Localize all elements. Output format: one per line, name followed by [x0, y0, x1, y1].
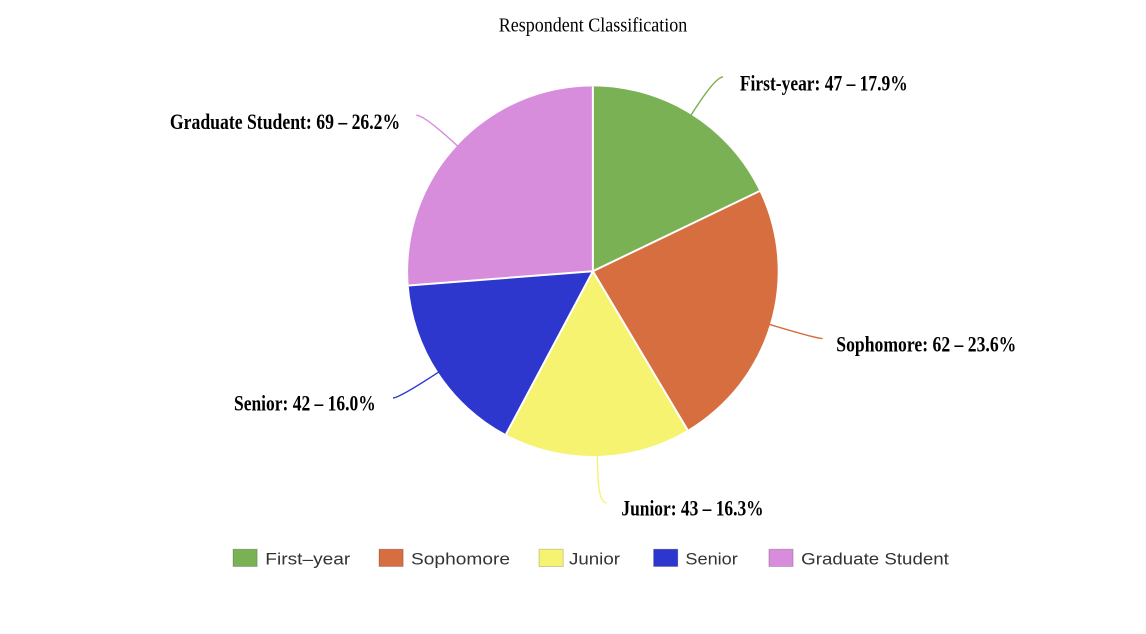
svg-text:Respondent Classification: Respondent Classification [499, 15, 688, 37]
svg-text:Graduate Student: Graduate Student [801, 549, 949, 568]
svg-text:First–year: First–year [265, 549, 350, 568]
svg-text:Junior: 43 – 16.3%: Junior: 43 – 16.3% [621, 495, 763, 520]
svg-text:Sophomore: Sophomore [411, 549, 510, 568]
svg-text:Senior: 42 – 16.0%: Senior: 42 – 16.0% [234, 391, 376, 416]
svg-text:Senior: Senior [685, 549, 738, 568]
svg-text:Sophomore: 62 – 23.6%: Sophomore: 62 – 23.6% [836, 332, 1016, 357]
svg-text:Graduate Student: 69 – 26.2%: Graduate Student: 69 – 26.2% [170, 109, 400, 134]
svg-text:First-year: 47 – 17.9%: First-year: 47 – 17.9% [740, 70, 908, 95]
svg-text:Junior: Junior [569, 549, 620, 568]
